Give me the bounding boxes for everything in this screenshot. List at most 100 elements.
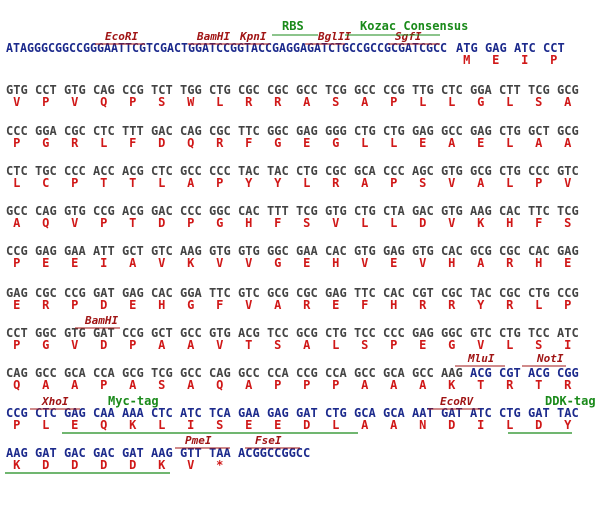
codon: GAC xyxy=(64,446,86,460)
codon: CCG xyxy=(93,204,115,218)
amino-acid: P xyxy=(100,216,107,230)
codon: TAC xyxy=(557,406,579,420)
amino-acid: L xyxy=(158,176,165,190)
codon: TAC xyxy=(267,164,289,178)
amino-acid: K xyxy=(477,216,485,230)
codon: AAG xyxy=(441,366,463,380)
amino-acid: L xyxy=(100,136,107,150)
amino-acid: N xyxy=(419,418,426,432)
amino-acid: P xyxy=(564,298,571,312)
amino-acid: P xyxy=(13,418,20,432)
amino-acid: H xyxy=(332,256,339,270)
codon: GAG xyxy=(557,244,579,258)
amino-acid: P xyxy=(216,176,223,190)
codon: AAA xyxy=(122,406,144,420)
amino-acid: E xyxy=(303,136,310,150)
amino-acid: L xyxy=(13,176,20,190)
codon: CAC xyxy=(383,286,405,300)
amino-acid: L xyxy=(506,176,513,190)
feature-label: DDK-tag xyxy=(545,394,596,408)
amino-acid: A xyxy=(187,378,195,392)
codon: GCT xyxy=(151,326,173,340)
codon: CCA xyxy=(93,366,115,380)
amino-acid: G xyxy=(477,95,484,109)
amino-acid: A xyxy=(187,176,195,190)
codon: CTT xyxy=(499,83,521,97)
restriction-site: KpnI xyxy=(239,30,267,43)
amino-acid: P xyxy=(274,378,281,392)
codon: GAG xyxy=(412,124,434,138)
codon: GTG xyxy=(209,326,231,340)
restriction-site: NotI xyxy=(536,352,564,365)
codon: TCC xyxy=(528,326,550,340)
amino-acid: R xyxy=(419,298,427,312)
amino-acid: G xyxy=(42,338,49,352)
codon: CCC xyxy=(64,164,86,178)
restriction-site: BamHI xyxy=(196,30,230,43)
amino-acid: V xyxy=(71,95,78,109)
restriction-site: XhoI xyxy=(41,395,69,408)
restriction-site: MluI xyxy=(467,352,495,365)
codon: GAG xyxy=(325,286,347,300)
codon: TTC xyxy=(354,286,376,300)
amino-acid: P xyxy=(13,136,20,150)
amino-acid: M xyxy=(463,53,470,67)
amino-acid: P xyxy=(390,176,397,190)
amino-acid: F xyxy=(361,298,368,312)
amino-acid: Q xyxy=(187,136,194,150)
codon: GTG xyxy=(6,83,28,97)
amino-acid: I xyxy=(100,256,107,270)
amino-acid: V xyxy=(361,256,368,270)
amino-acid: H xyxy=(535,256,542,270)
codon: GCG xyxy=(267,286,289,300)
amino-acid: H xyxy=(158,298,165,312)
amino-acid: L xyxy=(535,298,542,312)
codon: GAG xyxy=(470,124,492,138)
amino-acid: D xyxy=(129,458,136,472)
codon: CGC xyxy=(64,124,86,138)
feature-label: Myc-tag xyxy=(108,394,159,408)
amino-acid: L xyxy=(332,418,339,432)
codon: ACG xyxy=(238,326,260,340)
amino-acid: V xyxy=(158,256,165,270)
codon: CTG xyxy=(325,406,347,420)
codon: TGG xyxy=(180,83,202,97)
codon: CTG xyxy=(209,83,231,97)
codon: CTC xyxy=(6,164,28,178)
codon: CAC xyxy=(441,244,463,258)
amino-acid: A xyxy=(361,95,369,109)
codon: GGC xyxy=(35,326,57,340)
amino-acid: P xyxy=(13,338,20,352)
amino-acid: A xyxy=(71,378,79,392)
amino-acid: Q xyxy=(100,418,107,432)
amino-acid: P xyxy=(129,338,136,352)
amino-acid: G xyxy=(448,338,455,352)
codon: CCG xyxy=(6,406,28,420)
amino-acid: S xyxy=(158,378,165,392)
codon: TCG xyxy=(325,83,347,97)
amino-acid: L xyxy=(332,338,339,352)
amino-acid: P xyxy=(100,378,107,392)
amino-acid: S xyxy=(564,216,571,230)
amino-acid: D xyxy=(100,298,107,312)
codon: GCG xyxy=(557,83,579,97)
codon: GTG xyxy=(64,326,86,340)
restriction-site: BglII xyxy=(317,30,351,43)
codon: ATG xyxy=(456,41,478,55)
amino-acid: R xyxy=(245,95,253,109)
codon: GTC xyxy=(557,164,579,178)
codon: TTT xyxy=(122,124,144,138)
codon: CTG xyxy=(499,326,521,340)
codon: CTG xyxy=(354,204,376,218)
codon: GTT xyxy=(180,446,202,460)
codon: AGC xyxy=(412,164,434,178)
amino-acid: K xyxy=(187,256,195,270)
amino-acid: D xyxy=(448,418,455,432)
amino-acid: R xyxy=(216,136,224,150)
amino-acid: L xyxy=(506,418,513,432)
amino-acid: A xyxy=(129,256,137,270)
codon: CGG xyxy=(557,366,579,380)
amino-acid: R xyxy=(71,136,79,150)
codon: GCA xyxy=(354,406,376,420)
codon: ACG xyxy=(528,366,550,380)
